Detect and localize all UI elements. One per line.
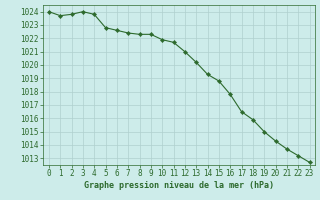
- X-axis label: Graphe pression niveau de la mer (hPa): Graphe pression niveau de la mer (hPa): [84, 181, 274, 190]
